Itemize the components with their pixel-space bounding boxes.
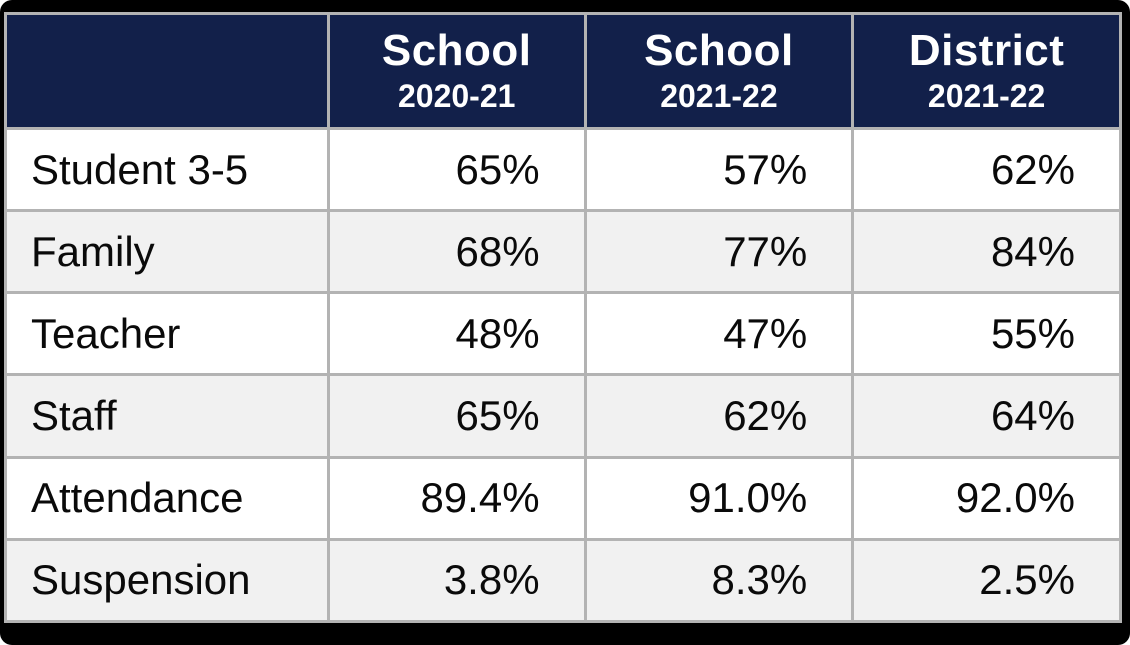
cell-value: 84%	[854, 212, 1119, 292]
header-row: School 2020-21 School 2021-22 District 2…	[7, 15, 1119, 127]
row-label: Attendance	[7, 458, 327, 538]
column-subtitle: 2021-22	[660, 77, 778, 114]
cell-value: 89.4%	[329, 458, 584, 538]
cell-value: 62%	[586, 376, 852, 456]
column-title: District	[908, 26, 1065, 76]
cell-value: 2.5%	[854, 540, 1119, 620]
cell-value: 64%	[854, 376, 1119, 456]
cell-value: 8.3%	[586, 540, 852, 620]
column-subtitle: 2021-22	[927, 77, 1046, 114]
column-header-school-2021-22: School 2021-22	[586, 15, 852, 127]
column-title: School	[381, 26, 532, 76]
table-row-student-3-5: Student 3-5 65% 57% 62%	[7, 130, 1119, 210]
cell-value: 91.0%	[586, 458, 852, 538]
table-row-family: Family 68% 77% 84%	[7, 212, 1119, 292]
column-subtitle: 2020-21	[397, 77, 516, 114]
column-header-district-2021-22: District 2021-22	[854, 15, 1119, 127]
cell-value: 65%	[329, 130, 584, 210]
table-row-suspension: Suspension 3.8% 8.3% 2.5%	[7, 540, 1119, 620]
cell-value: 92.0%	[854, 458, 1119, 538]
school-metrics-table: School 2020-21 School 2021-22 District 2…	[4, 12, 1122, 623]
cell-value: 48%	[329, 294, 584, 374]
cell-value: 3.8%	[329, 540, 584, 620]
column-header-blank	[7, 15, 327, 127]
row-label: Family	[7, 212, 327, 292]
column-title: School	[644, 26, 794, 76]
cell-value: 57%	[586, 130, 852, 210]
cell-value: 65%	[329, 376, 584, 456]
table-row-attendance: Attendance 89.4% 91.0% 92.0%	[7, 458, 1119, 538]
row-label: Teacher	[7, 294, 327, 374]
row-label: Student 3-5	[7, 130, 327, 210]
table-row-staff: Staff 65% 62% 64%	[7, 376, 1119, 456]
cell-value: 68%	[329, 212, 584, 292]
cell-value: 55%	[854, 294, 1119, 374]
cell-value: 47%	[586, 294, 852, 374]
table-row-teacher: Teacher 48% 47% 55%	[7, 294, 1119, 374]
column-header-school-2020-21: School 2020-21	[329, 15, 584, 127]
cell-value: 62%	[854, 130, 1119, 210]
row-label: Staff	[7, 376, 327, 456]
cell-value: 77%	[586, 212, 852, 292]
row-label: Suspension	[7, 540, 327, 620]
